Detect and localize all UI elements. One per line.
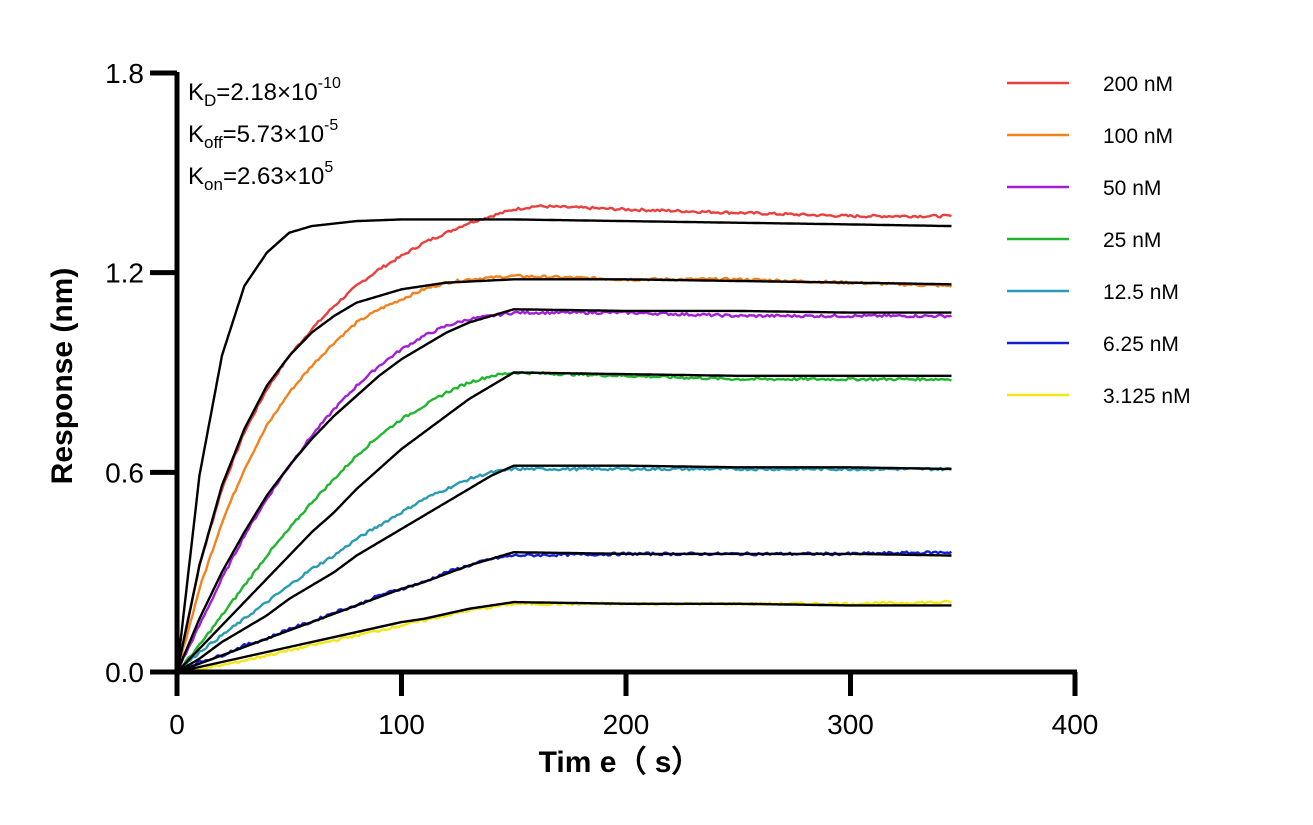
fit-curve-25-nm: [176, 371, 952, 673]
x-tick-label: 200: [603, 709, 650, 740]
legend-label: 3.125 nM: [1103, 385, 1191, 408]
axes: 0.0 0.6 1.2 1.8 0 100 200 300 400: [105, 58, 1098, 740]
measured-curve-50-nm: [175, 310, 952, 673]
measured-curve-3.125-nm: [176, 599, 953, 674]
fit-curve-3.125-nm: [176, 600, 952, 674]
kinetics-annotation: KD=2.18×10-10 Koff=5.73×10-5 Kon=2.63×10…: [188, 75, 341, 194]
legend: 200 nM 100 nM 50 nM 25 nM 12.5 nM 6.25 nM 3.12…: [1007, 73, 1191, 408]
measured-curve-200-nm: [175, 204, 952, 673]
kd-annotation: KD=2.18×10-10: [188, 75, 341, 110]
fit-curve-50-nm: [175, 308, 952, 673]
x-tick-label: 400: [1052, 709, 1099, 740]
fit-curve-6.25-nm: [176, 551, 952, 674]
legend-label: 12.5 nM: [1103, 281, 1179, 304]
measured-curve-6.25-nm: [176, 550, 953, 674]
y-axis-title: Response (nm): [46, 268, 79, 485]
fit-curve-12.5-nm: [176, 464, 952, 674]
x-axis-title: Tim e（ s）: [539, 745, 702, 779]
x-tick-label: 100: [378, 709, 425, 740]
fit-curve-100-nm: [175, 278, 952, 673]
fit-curve-200-nm: [175, 218, 952, 673]
plot-area: [175, 204, 953, 674]
legend-label: 200 nM: [1103, 73, 1173, 96]
legend-label: 6.25 nM: [1103, 333, 1179, 356]
legend-label: 100 nM: [1103, 125, 1173, 148]
x-tick-label: 0: [169, 709, 185, 740]
measured-curve-12.5-nm: [176, 466, 952, 673]
measured-curve-100-nm: [175, 273, 953, 673]
legend-label: 25 nM: [1103, 229, 1161, 252]
kon-annotation: Kon=2.63×105: [188, 159, 333, 194]
y-tick-label: 0.6: [105, 457, 144, 488]
y-tick-label: 1.8: [105, 58, 144, 89]
koff-annotation: Koff=5.73×10-5: [188, 117, 338, 152]
x-tick-label: 300: [827, 709, 874, 740]
y-tick-label: 1.2: [105, 258, 144, 289]
y-tick-label: 0.0: [105, 657, 144, 688]
legend-label: 50 nM: [1103, 177, 1161, 200]
